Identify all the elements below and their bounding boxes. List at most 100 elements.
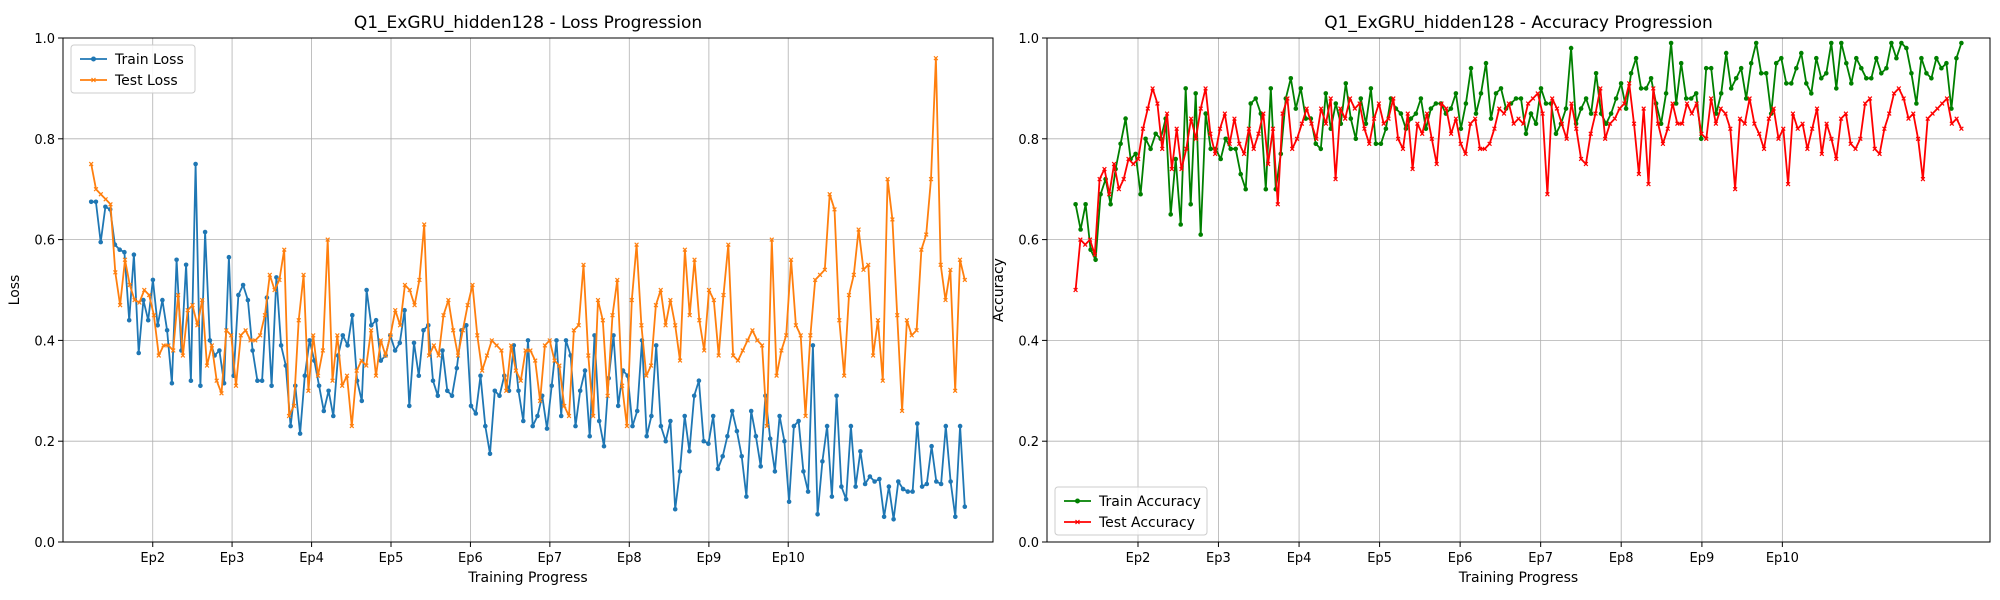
data-point	[1776, 136, 1781, 142]
data-point	[644, 433, 649, 439]
data-point	[557, 363, 562, 368]
data-point	[614, 277, 620, 283]
x-tick-label: Ep3	[1206, 551, 1231, 566]
data-point	[832, 207, 837, 212]
data-point	[1233, 146, 1238, 152]
data-point	[581, 262, 586, 268]
data-point	[1395, 136, 1401, 142]
data-point	[1528, 111, 1534, 116]
data-point	[1116, 186, 1122, 192]
data-point	[744, 494, 749, 499]
y-tick-label: 0.0	[1018, 536, 1039, 551]
data-point	[454, 365, 460, 371]
data-point	[320, 348, 326, 353]
data-point	[542, 343, 548, 348]
data-point	[1723, 50, 1729, 56]
data-point	[435, 393, 441, 399]
data-point	[1607, 121, 1613, 127]
data-point	[827, 191, 832, 197]
data-point	[1212, 151, 1218, 157]
data-point	[1313, 141, 1319, 147]
data-point	[1362, 126, 1367, 132]
data-point	[1743, 96, 1749, 101]
data-point	[1275, 201, 1281, 207]
data-point	[1839, 40, 1844, 46]
data-point	[1208, 131, 1213, 137]
data-point	[624, 423, 630, 429]
data-point	[474, 333, 480, 338]
legend-marker	[91, 56, 96, 62]
data-point	[1848, 141, 1854, 147]
data-point	[1227, 141, 1232, 147]
data-point	[1844, 60, 1849, 66]
data-point	[315, 373, 321, 379]
data-point	[952, 388, 958, 394]
data-point	[175, 292, 181, 298]
data-point	[759, 343, 765, 348]
data-point	[1559, 121, 1565, 127]
data-point	[601, 443, 607, 449]
data-point	[255, 378, 260, 384]
y-axis: 0.0 0.2 0.4 0.6 0.8 1.0	[34, 32, 63, 551]
data-point	[302, 373, 308, 379]
data-point	[905, 489, 911, 494]
chart-title: Q1_ExGRU_hidden128 - Accuracy Progressio…	[1324, 13, 1713, 33]
data-point	[1824, 71, 1829, 76]
data-point	[861, 267, 866, 273]
data-point	[1123, 116, 1128, 121]
data-point	[1935, 106, 1940, 111]
data-point	[767, 436, 773, 442]
data-point	[1650, 86, 1656, 91]
data-point	[1483, 60, 1489, 66]
data-point	[829, 494, 835, 499]
data-point	[772, 469, 778, 474]
data-point	[682, 247, 688, 253]
data-point	[1906, 116, 1911, 121]
data-point	[146, 292, 152, 298]
data-point	[1472, 116, 1478, 121]
data-point	[250, 348, 255, 353]
data-point	[1299, 121, 1305, 127]
data-point	[1174, 126, 1180, 132]
data-point	[532, 358, 538, 363]
data-point	[1800, 121, 1805, 127]
data-point	[170, 348, 176, 353]
data-point	[331, 413, 336, 419]
legend-marker	[1075, 519, 1080, 525]
data-point	[1323, 121, 1329, 127]
data-point	[900, 486, 906, 492]
data-point	[468, 403, 474, 409]
data-point	[465, 302, 470, 308]
data-point	[822, 267, 828, 273]
data-point	[1378, 141, 1384, 147]
data-point	[190, 302, 195, 308]
data-point	[339, 383, 345, 389]
data-point	[1265, 161, 1271, 167]
y-axis-label: Accuracy	[991, 258, 1007, 322]
x-tick-label: Ep4	[299, 551, 324, 566]
accuracy-chart: Q1_ExGRU_hidden128 - Accuracy Progressio…	[991, 13, 1991, 586]
data-point	[1193, 136, 1199, 142]
data-point	[881, 514, 887, 520]
data-point	[1390, 96, 1396, 101]
data-point	[745, 338, 750, 343]
data-point	[1108, 202, 1113, 207]
legend-box	[70, 44, 196, 94]
data-point	[805, 489, 811, 494]
data-point	[1631, 121, 1637, 127]
y-tick-label: 1.0	[34, 32, 55, 47]
data-point	[436, 353, 442, 358]
data-point	[1747, 96, 1752, 101]
data-point	[487, 451, 493, 457]
data-point	[1901, 96, 1906, 101]
legend-item: Test Accuracy	[1064, 515, 1195, 531]
x-tick-label: Ep8	[617, 551, 642, 566]
data-point	[1263, 186, 1269, 192]
data-point	[549, 383, 554, 389]
data-point	[1203, 86, 1208, 91]
data-point	[668, 418, 673, 424]
data-point	[715, 466, 721, 472]
data-point	[397, 322, 403, 328]
data-point	[1178, 222, 1183, 227]
x-tick-label: Ep9	[1690, 551, 1715, 566]
